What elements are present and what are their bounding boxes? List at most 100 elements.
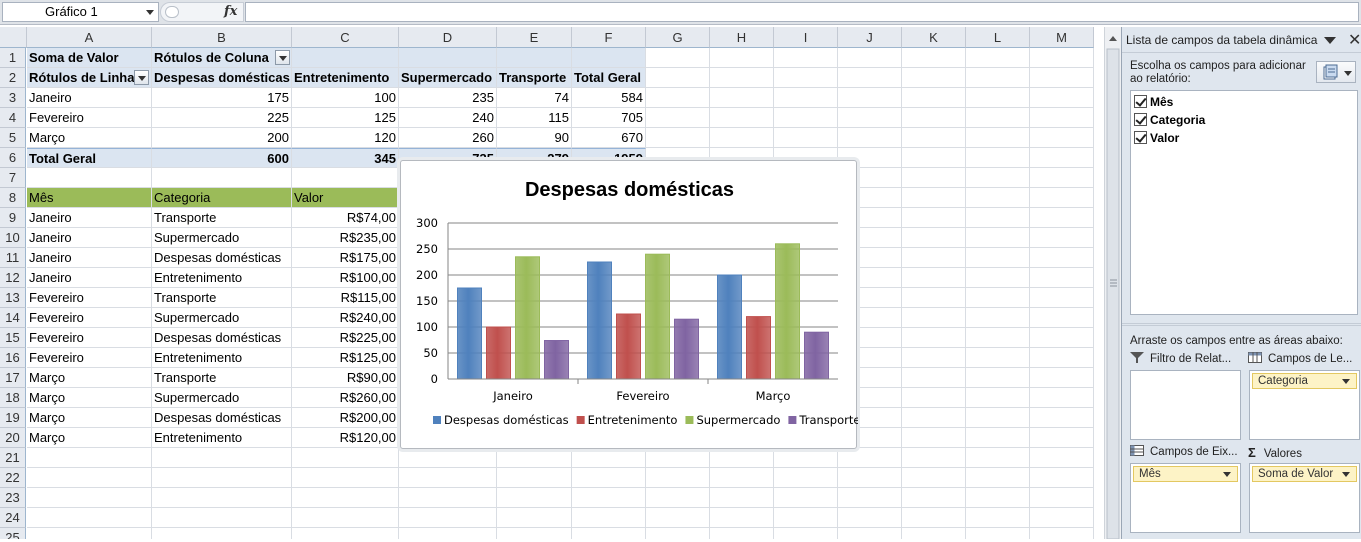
- grid-cell[interactable]: [1030, 268, 1094, 288]
- grid-cell[interactable]: [1030, 288, 1094, 308]
- rows-area[interactable]: Mês: [1130, 463, 1241, 533]
- table-cell-month[interactable]: Fevereiro: [27, 348, 152, 368]
- grid-cell[interactable]: [774, 68, 838, 88]
- grid-cell[interactable]: [902, 468, 966, 488]
- grid-cell[interactable]: [838, 428, 902, 448]
- grid-cell[interactable]: [774, 88, 838, 108]
- grid-cell[interactable]: [292, 488, 399, 508]
- bar-0-0[interactable]: [457, 287, 482, 380]
- spreadsheet-grid[interactable]: A B C D E F G H I J K L M 1 2 3 4 5 6 7 8 9 10 11 12 13 14 15 16 17 18…: [0, 27, 1104, 539]
- grid-cell[interactable]: [774, 528, 838, 539]
- grid-cell[interactable]: [902, 228, 966, 248]
- grid-cell[interactable]: [646, 468, 710, 488]
- grid-cell[interactable]: [902, 188, 966, 208]
- grid-cell[interactable]: [1030, 368, 1094, 388]
- grid-cell[interactable]: [152, 528, 292, 539]
- grid-cell[interactable]: [902, 348, 966, 368]
- grid-cell[interactable]: [902, 368, 966, 388]
- bar-3-0[interactable]: [544, 340, 569, 380]
- grid-cell[interactable]: [710, 468, 774, 488]
- grid-cell[interactable]: [838, 68, 902, 88]
- table-cell-category[interactable]: Supermercado: [152, 308, 292, 328]
- table-cell-value[interactable]: R$235,00: [292, 228, 399, 248]
- grid-cell[interactable]: [774, 508, 838, 528]
- row-header-13[interactable]: 13: [0, 288, 26, 308]
- table-cell-category[interactable]: Supermercado: [152, 228, 292, 248]
- grid-cell[interactable]: [497, 508, 572, 528]
- grid-cell[interactable]: [966, 468, 1030, 488]
- row-header-4[interactable]: 4: [0, 108, 26, 128]
- chart-title[interactable]: Despesas domésticas: [524, 179, 734, 201]
- table-cell-value[interactable]: R$90,00: [292, 368, 399, 388]
- grid-cell[interactable]: [1030, 208, 1094, 228]
- pivot-row-label[interactable]: Março: [27, 128, 152, 148]
- grid-cell[interactable]: [774, 48, 838, 68]
- grid-cell[interactable]: [966, 308, 1030, 328]
- table-cell-category[interactable]: Despesas domésticas: [152, 328, 292, 348]
- pivot-total-value[interactable]: 600: [152, 148, 292, 168]
- row-header-22[interactable]: 22: [0, 468, 26, 488]
- grid-cell[interactable]: [966, 228, 1030, 248]
- grid-cell[interactable]: [838, 48, 902, 68]
- table-cell-value[interactable]: R$200,00: [292, 408, 399, 428]
- table-cell-value[interactable]: R$74,00: [292, 208, 399, 228]
- grid-cell[interactable]: [710, 108, 774, 128]
- grid-cell[interactable]: [646, 108, 710, 128]
- grid-cell[interactable]: [966, 88, 1030, 108]
- pivot-value[interactable]: 120: [292, 128, 399, 148]
- table-cell-month[interactable]: Fevereiro: [27, 328, 152, 348]
- column-header-f[interactable]: F: [572, 27, 646, 48]
- filter-dropdown-icon[interactable]: [134, 70, 149, 85]
- table-cell-month[interactable]: Janeiro: [27, 208, 152, 228]
- grid-cell[interactable]: [646, 128, 710, 148]
- grid-cell[interactable]: [572, 488, 646, 508]
- grid-cell[interactable]: [774, 468, 838, 488]
- select-all-corner[interactable]: [0, 27, 27, 48]
- pivot-column-header[interactable]: Total Geral: [572, 68, 646, 88]
- grid-cell[interactable]: [966, 508, 1030, 528]
- grid-cell[interactable]: [27, 528, 152, 539]
- column-header-g[interactable]: G: [646, 27, 710, 48]
- row-header-23[interactable]: 23: [0, 488, 26, 508]
- grid-cell[interactable]: [1030, 508, 1094, 528]
- row-header-3[interactable]: 3: [0, 88, 26, 108]
- table-cell-month[interactable]: Fevereiro: [27, 288, 152, 308]
- table-cell-category[interactable]: Entretenimento: [152, 428, 292, 448]
- grid-cell[interactable]: [838, 448, 902, 468]
- pivot-column-header[interactable]: Transporte: [497, 68, 572, 88]
- table-cell-month[interactable]: Março: [27, 408, 152, 428]
- grid-cell[interactable]: [838, 88, 902, 108]
- table-cell-value[interactable]: R$125,00: [292, 348, 399, 368]
- grid-cell[interactable]: [1030, 48, 1094, 68]
- grid-cell[interactable]: [838, 388, 902, 408]
- checkbox-icon[interactable]: [1134, 113, 1147, 126]
- chip-soma-de-valor[interactable]: Soma de Valor: [1252, 466, 1357, 482]
- grid-cell[interactable]: [902, 288, 966, 308]
- grid-cell[interactable]: [1030, 228, 1094, 248]
- grid-cell[interactable]: [710, 448, 774, 468]
- grid-cell[interactable]: [1030, 248, 1094, 268]
- grid-cell[interactable]: [1030, 128, 1094, 148]
- row-header-12[interactable]: 12: [0, 268, 26, 288]
- table-header[interactable]: Categoria: [152, 188, 292, 208]
- grid-cell[interactable]: [838, 248, 902, 268]
- grid-cell[interactable]: [838, 468, 902, 488]
- columns-area[interactable]: Categoria: [1249, 370, 1360, 440]
- pivot-column-header[interactable]: Entretenimento: [292, 68, 399, 88]
- grid-cell[interactable]: [966, 248, 1030, 268]
- grid-cell[interactable]: [838, 528, 902, 539]
- grid-cell[interactable]: [838, 508, 902, 528]
- pivot-row-labels[interactable]: Rótulos de Linha: [27, 68, 152, 88]
- grid-cell[interactable]: [1030, 148, 1094, 168]
- legend-label[interactable]: Supermercado: [696, 413, 780, 427]
- bar-3-1[interactable]: [674, 318, 699, 380]
- grid-cell[interactable]: [838, 228, 902, 248]
- grid-cell[interactable]: [399, 468, 497, 488]
- layout-button[interactable]: [1316, 61, 1356, 83]
- bar-2-1[interactable]: [645, 253, 670, 380]
- table-cell-month[interactable]: Janeiro: [27, 248, 152, 268]
- pivot-value[interactable]: 584: [572, 88, 646, 108]
- grid-cell[interactable]: [838, 368, 902, 388]
- grid-cell[interactable]: [399, 448, 497, 468]
